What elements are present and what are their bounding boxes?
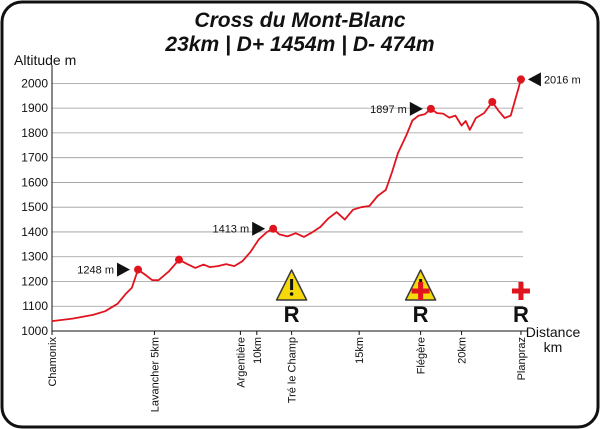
- warning-dot: [289, 292, 294, 296]
- annotation-layer: 1248 m 1413 m 1897 m 2016 m: [77, 72, 581, 277]
- refreshment-marker: R: [513, 302, 529, 327]
- altitude-label: 2016 m: [544, 74, 581, 86]
- altitude-label: 1248 m: [77, 265, 114, 277]
- refreshment-marker: R: [413, 302, 429, 327]
- y-tick-label: 1900: [21, 101, 48, 115]
- cross-vertical: [518, 282, 524, 300]
- refreshment-marker: R: [284, 302, 300, 327]
- x-axis-unit: km: [544, 339, 563, 355]
- warning-bar: [290, 279, 294, 290]
- tick-layer: 1000 1100 1200 1300 1400 1500 1600 1700 1800 1900…: [21, 76, 528, 412]
- x-tick-label: 20km: [457, 337, 469, 364]
- y-tick-label: 1800: [21, 126, 48, 140]
- y-axis-title: Altitude m: [14, 52, 76, 68]
- y-tick-label: 1700: [21, 151, 48, 165]
- x-axis-title: Distance: [526, 324, 581, 340]
- pointer-arrow: [409, 101, 423, 116]
- chart-title-line2: 23km | D+ 1454m | D- 474m: [164, 33, 434, 56]
- elevation-point: [269, 224, 278, 233]
- grid-layer: [51, 65, 527, 332]
- elevation-point: [426, 104, 435, 113]
- y-tick-label: 1400: [21, 225, 48, 239]
- elevation-line: [51, 79, 522, 322]
- y-tick-label: 1100: [22, 299, 48, 313]
- x-tick-label: Planpraz: [516, 337, 528, 380]
- pointer-arrow: [117, 262, 131, 277]
- y-tick-label: 1300: [21, 250, 48, 264]
- pointer-arrow: [252, 221, 266, 236]
- x-tick-label: 10km: [252, 337, 264, 364]
- x-tick-label: Chamonix: [47, 337, 59, 387]
- altitude-label: 1897 m: [370, 104, 407, 116]
- elevation-point: [134, 265, 143, 274]
- aid-cross-icon: [411, 282, 430, 300]
- line-layer: [51, 79, 522, 322]
- y-tick-label: 1000: [21, 324, 48, 338]
- x-tick-label: Lavancher 5km: [149, 337, 161, 412]
- cross-vertical: [418, 282, 424, 300]
- y-tick-label: 1500: [21, 200, 48, 214]
- pointer-arrow: [527, 72, 541, 87]
- aid-cross-icon: [511, 282, 530, 300]
- x-tick-label: 15km: [354, 337, 366, 364]
- marker-layer: [134, 75, 525, 274]
- y-tick-label: 1600: [21, 175, 48, 189]
- warning-icon: [275, 269, 308, 301]
- y-tick-label: 2000: [21, 76, 48, 90]
- y-tick-label: 1200: [21, 274, 48, 288]
- altitude-label: 1413 m: [212, 224, 249, 236]
- chart-title-line1: Cross du Mont-Blanc: [194, 9, 405, 32]
- x-tick-label: Tré le Champ: [287, 337, 299, 403]
- elevation-point: [488, 97, 497, 106]
- x-tick-label: Argentière: [235, 337, 247, 388]
- elevation-point: [516, 75, 525, 84]
- elevation-point: [174, 255, 183, 264]
- x-tick-label: Flégère: [416, 337, 428, 374]
